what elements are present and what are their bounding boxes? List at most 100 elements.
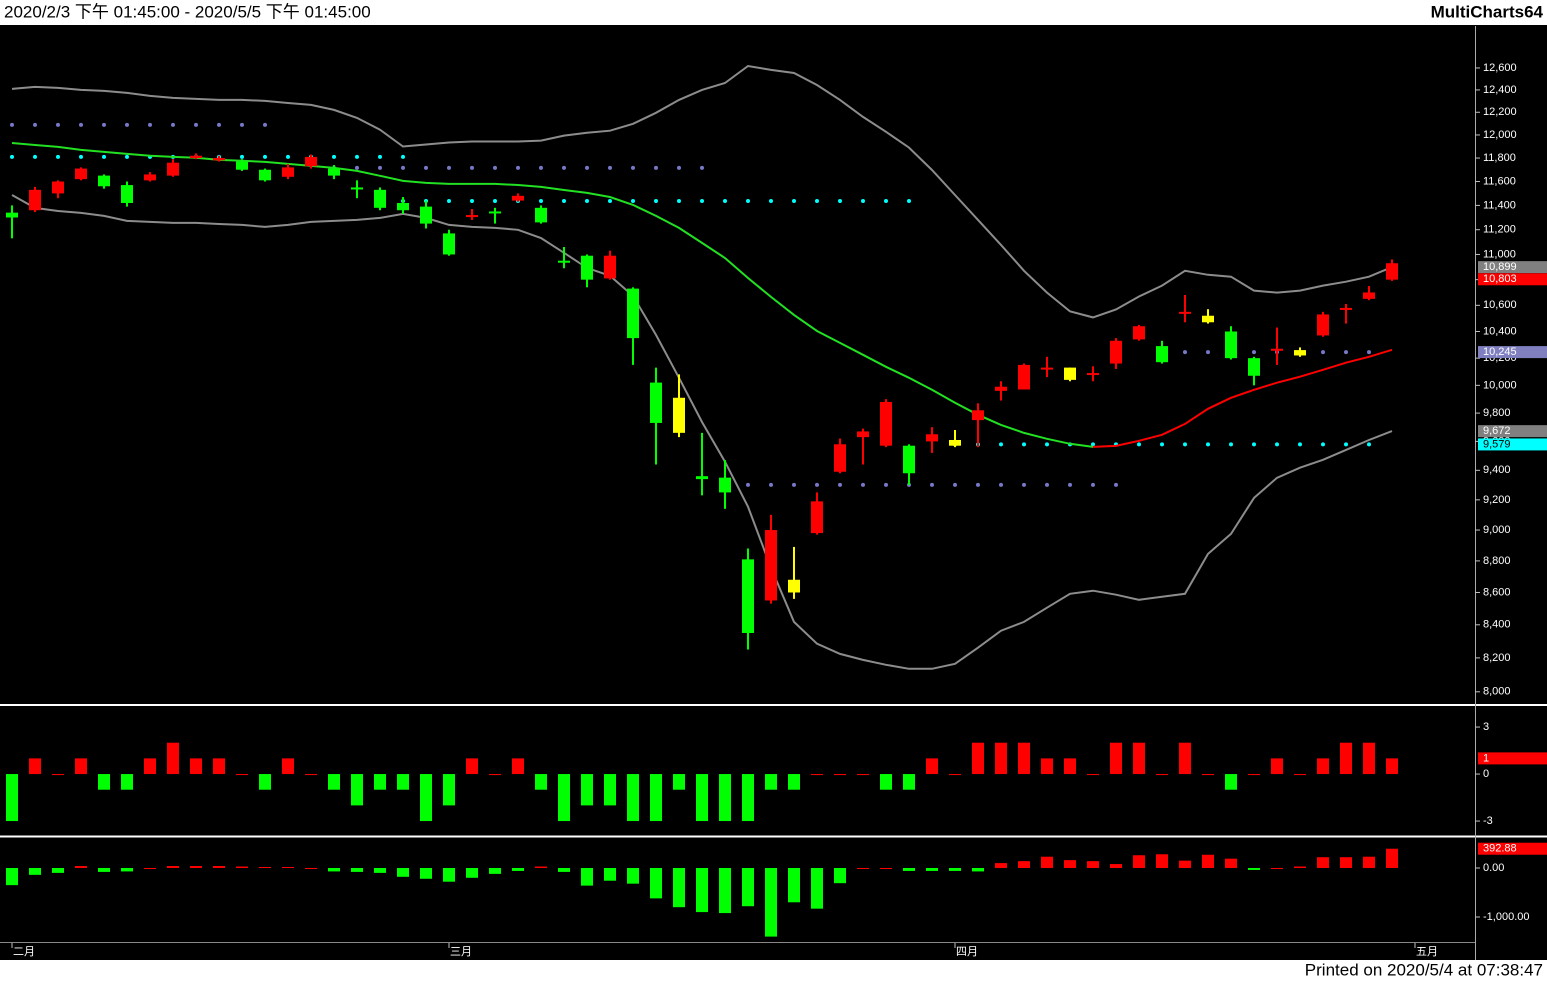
- candle-body: [29, 189, 41, 211]
- y-tick-label: 0.00: [1483, 862, 1504, 874]
- indicator-bar: [512, 867, 524, 871]
- indicator-bar: [351, 774, 363, 806]
- price-marker-label: 9,579: [1483, 438, 1511, 450]
- candle-body: [121, 185, 133, 203]
- y-tick-label: 12,200: [1483, 106, 1517, 118]
- candle-body: [604, 255, 616, 279]
- indicator-bar: [29, 867, 41, 875]
- y-tick-label: 12,600: [1483, 62, 1517, 74]
- indicator-bar: [397, 774, 409, 790]
- indicator-bar: [512, 758, 524, 775]
- candle-body: [1317, 314, 1329, 336]
- indicator-bar: [1156, 774, 1168, 776]
- candle-body: [1133, 326, 1145, 340]
- indicator-bar: [765, 774, 777, 790]
- candle-body: [535, 207, 547, 223]
- candle-body: [880, 401, 892, 446]
- indicator-bar: [581, 774, 593, 806]
- candle-body: [627, 288, 639, 339]
- indicator-bar: [144, 758, 156, 775]
- y-tick-label: 8,600: [1483, 586, 1511, 598]
- indicator-bar: [650, 867, 662, 899]
- indicator-bar: [1087, 861, 1099, 868]
- indicator-line: [11, 64, 1393, 319]
- indicator-bar: [1271, 758, 1283, 775]
- indicator-bar: [1018, 742, 1030, 775]
- price-marker: [1478, 425, 1547, 438]
- price-marker-label: 9,672: [1483, 425, 1511, 437]
- price-marker-label: 10,245: [1483, 346, 1517, 358]
- indicator-bar: [880, 774, 892, 790]
- indicator-bar: [1202, 854, 1214, 868]
- candle-body: [788, 579, 800, 593]
- price-marker-label: 10,803: [1483, 273, 1517, 285]
- indicator-bar: [972, 867, 984, 872]
- indicator-bar: [1156, 854, 1168, 868]
- candle-body: [1156, 346, 1168, 363]
- indicator-bar: [305, 774, 317, 776]
- indicator-bar: [1340, 857, 1352, 868]
- indicator-bar: [1317, 857, 1329, 868]
- candle-body: [282, 167, 294, 177]
- indicator-bar: [719, 867, 731, 914]
- indicator-bar: [581, 867, 593, 886]
- indicator-bar: [144, 867, 156, 869]
- indicator-bar: [834, 867, 846, 884]
- y-tick-label: 12,400: [1483, 84, 1517, 96]
- indicator-bar: [604, 867, 616, 881]
- candle-body: [374, 189, 386, 208]
- indicator-bar: [696, 774, 708, 822]
- indicator-bar: [6, 774, 18, 822]
- y-tick-label: 11,800: [1483, 152, 1516, 164]
- candle-body: [1340, 307, 1352, 310]
- indicator-bar: [52, 774, 64, 776]
- candle-body: [581, 255, 593, 280]
- y-tick-label: -3: [1483, 815, 1493, 827]
- indicator-bar: [305, 867, 317, 869]
- indicator-bar: [627, 774, 639, 822]
- indicator-bar: [236, 866, 248, 868]
- candle-body: [1110, 340, 1122, 364]
- indicator-bar: [328, 774, 340, 790]
- indicator-bar: [282, 758, 294, 775]
- indicator-bar: [972, 742, 984, 775]
- indicator-bar: [1179, 860, 1191, 868]
- price-marker: [1478, 438, 1547, 451]
- indicator-bar: [857, 774, 869, 776]
- y-tick-label: 9,200: [1483, 494, 1511, 506]
- indicator-bar: [213, 866, 225, 868]
- indicator-bar: [765, 867, 777, 937]
- indicator-bar: [949, 867, 961, 871]
- indicator-bar: [1363, 742, 1375, 775]
- indicator-bar: [1179, 742, 1191, 775]
- indicator-bar: [259, 774, 271, 790]
- candle-body: [144, 174, 156, 181]
- y-tick-label: 8,200: [1483, 652, 1511, 664]
- y-tick-label: 8,800: [1483, 555, 1511, 567]
- y-tick-label: 10,400: [1483, 325, 1517, 337]
- indicator-bar: [167, 866, 179, 868]
- indicator-bar: [328, 867, 340, 872]
- y-tick-label: 9,400: [1483, 464, 1511, 476]
- candle-body: [1018, 364, 1030, 390]
- y-tick-label: 11,200: [1483, 224, 1516, 236]
- candle-body: [742, 559, 754, 633]
- price-marker: [1478, 261, 1547, 274]
- indicator-bar: [788, 867, 800, 903]
- y-tick-label: -1,000.00: [1483, 911, 1529, 923]
- indicator-bar: [995, 863, 1007, 868]
- y-tick-label: 12,000: [1483, 129, 1517, 141]
- candle-body: [995, 386, 1007, 391]
- indicator-bar: [1087, 774, 1099, 776]
- candle-body: [1386, 263, 1398, 280]
- price-marker-label: 1: [1483, 752, 1489, 764]
- indicator-bar: [673, 774, 685, 790]
- indicator-bar: [903, 867, 915, 871]
- indicator-bar: [1386, 848, 1398, 868]
- candle-body: [6, 212, 18, 218]
- indicator-bar: [121, 774, 133, 790]
- indicator-bar: [420, 867, 432, 879]
- candle-body: [903, 445, 915, 474]
- indicator-bar: [558, 867, 570, 872]
